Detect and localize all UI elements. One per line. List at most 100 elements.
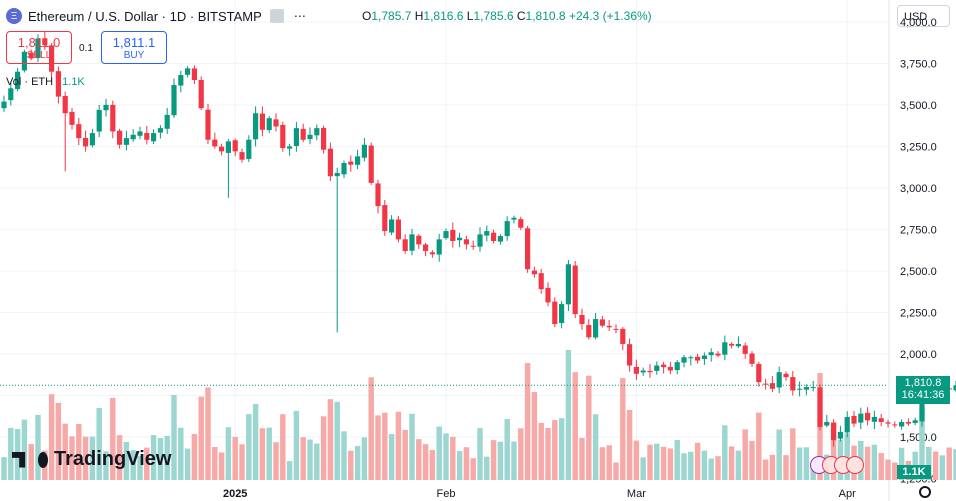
volume-bar <box>82 436 89 480</box>
volume-bar <box>864 446 871 480</box>
candle-body <box>368 145 374 183</box>
candle-body <box>654 365 660 371</box>
candle-body <box>477 234 483 247</box>
candle-body <box>409 234 415 251</box>
candle-body <box>858 413 864 423</box>
visibility-icon[interactable] <box>269 9 284 23</box>
volume-bar <box>531 392 538 480</box>
candle-body <box>865 412 871 421</box>
volume-bar <box>150 435 157 480</box>
volume-bar <box>409 413 415 480</box>
candle-body <box>198 79 204 109</box>
candle-body <box>484 231 490 236</box>
candle-body <box>49 45 55 72</box>
candle-body <box>565 264 571 305</box>
candle-body <box>817 387 823 427</box>
symbol-header[interactable]: Ξ Ethereum / U.S. Dollar · 1D · BITSTAMP… <box>6 6 307 26</box>
volume-bar <box>429 450 436 480</box>
volume-bar <box>518 428 524 480</box>
volume-bar <box>926 446 932 480</box>
candle-body <box>824 421 830 426</box>
y-tick-label: 2,750.0 <box>900 224 937 236</box>
candle-body <box>627 344 633 366</box>
volume-legend[interactable]: Vol · ETH 1.1K <box>6 76 85 88</box>
candle-body <box>681 357 687 363</box>
candle-body <box>110 104 116 132</box>
volume-bar <box>484 456 490 480</box>
more-menu-icon[interactable]: ⋯ <box>293 9 307 23</box>
volume-bar <box>259 428 266 480</box>
candle-body <box>831 422 837 441</box>
sell-button[interactable]: 1,811.0 SELL <box>6 31 72 64</box>
candle-body <box>205 109 211 140</box>
volume-bar <box>375 415 381 480</box>
candle-body <box>878 418 884 422</box>
candle-body <box>28 52 34 59</box>
candle-body <box>423 244 429 251</box>
y-tick-label: 3,750.0 <box>900 58 937 70</box>
low-value: 1,785.6 <box>473 9 514 23</box>
volume-bar <box>21 419 28 480</box>
sell-label: SELL <box>26 50 52 61</box>
volume-bar <box>164 435 170 480</box>
volume-bar <box>538 422 544 480</box>
candle-body <box>511 217 517 220</box>
volume-bar <box>1 457 7 480</box>
volume-bar <box>212 446 218 480</box>
volume-bar <box>422 444 429 480</box>
candle-body <box>395 219 401 240</box>
volume-bar <box>694 442 701 480</box>
x-tick-label: Apr <box>839 488 856 500</box>
volume-bar <box>497 441 504 480</box>
volume-bar <box>558 418 565 480</box>
volume-bar <box>477 428 483 480</box>
symbol-title[interactable]: Ethereum / U.S. Dollar · 1D · BITSTAMP <box>28 8 262 24</box>
candle-body <box>797 388 803 390</box>
volume-bar <box>674 440 680 480</box>
candle-body <box>810 387 816 389</box>
y-tick-label: 3,250.0 <box>900 141 937 153</box>
candle-body <box>606 325 612 328</box>
candle-body <box>382 205 388 232</box>
y-tick-label: 3,000.0 <box>900 183 937 195</box>
volume-bar <box>606 445 612 480</box>
last-price-value: 1,810.8 <box>904 377 942 390</box>
volume-bar <box>756 412 762 480</box>
volume-bar <box>348 450 354 480</box>
tradingview-logo[interactable]: TradingView <box>12 448 171 471</box>
event-markers[interactable] <box>810 456 864 474</box>
us-flag-icon[interactable] <box>846 456 864 474</box>
volume-bar <box>769 454 776 480</box>
volume-bar <box>592 414 599 480</box>
candle-body <box>450 229 456 242</box>
candle-body <box>76 124 82 139</box>
candle-body <box>905 421 911 424</box>
volume-bar <box>48 394 55 480</box>
candle-body <box>429 252 435 255</box>
volume-axis-badge: 1.1K <box>897 465 931 479</box>
currency-selector[interactable]: USD <box>897 5 950 27</box>
volume-bar <box>878 453 884 480</box>
volume-bar <box>450 436 456 480</box>
low-label: L <box>466 9 474 23</box>
candle-body <box>885 422 891 424</box>
candle-body <box>552 301 558 325</box>
volume-bar <box>205 387 211 480</box>
buy-button[interactable]: 1,811.1 BUY <box>101 31 167 64</box>
candle-body <box>219 146 225 152</box>
settings-gear-icon[interactable] <box>919 486 931 498</box>
brand-name: TradingView <box>54 448 172 470</box>
volume-bar <box>633 440 640 480</box>
volume-bar <box>103 451 109 480</box>
volume-bar <box>334 401 340 480</box>
candle-body <box>55 71 61 97</box>
volume-bar <box>144 447 150 480</box>
candle-body <box>266 118 272 131</box>
volume-bar <box>123 441 130 480</box>
candle-body <box>688 357 694 359</box>
candle-body <box>1 101 7 109</box>
volume-bar <box>320 416 327 480</box>
volume-bar <box>647 444 653 480</box>
volume-bar <box>225 427 232 480</box>
